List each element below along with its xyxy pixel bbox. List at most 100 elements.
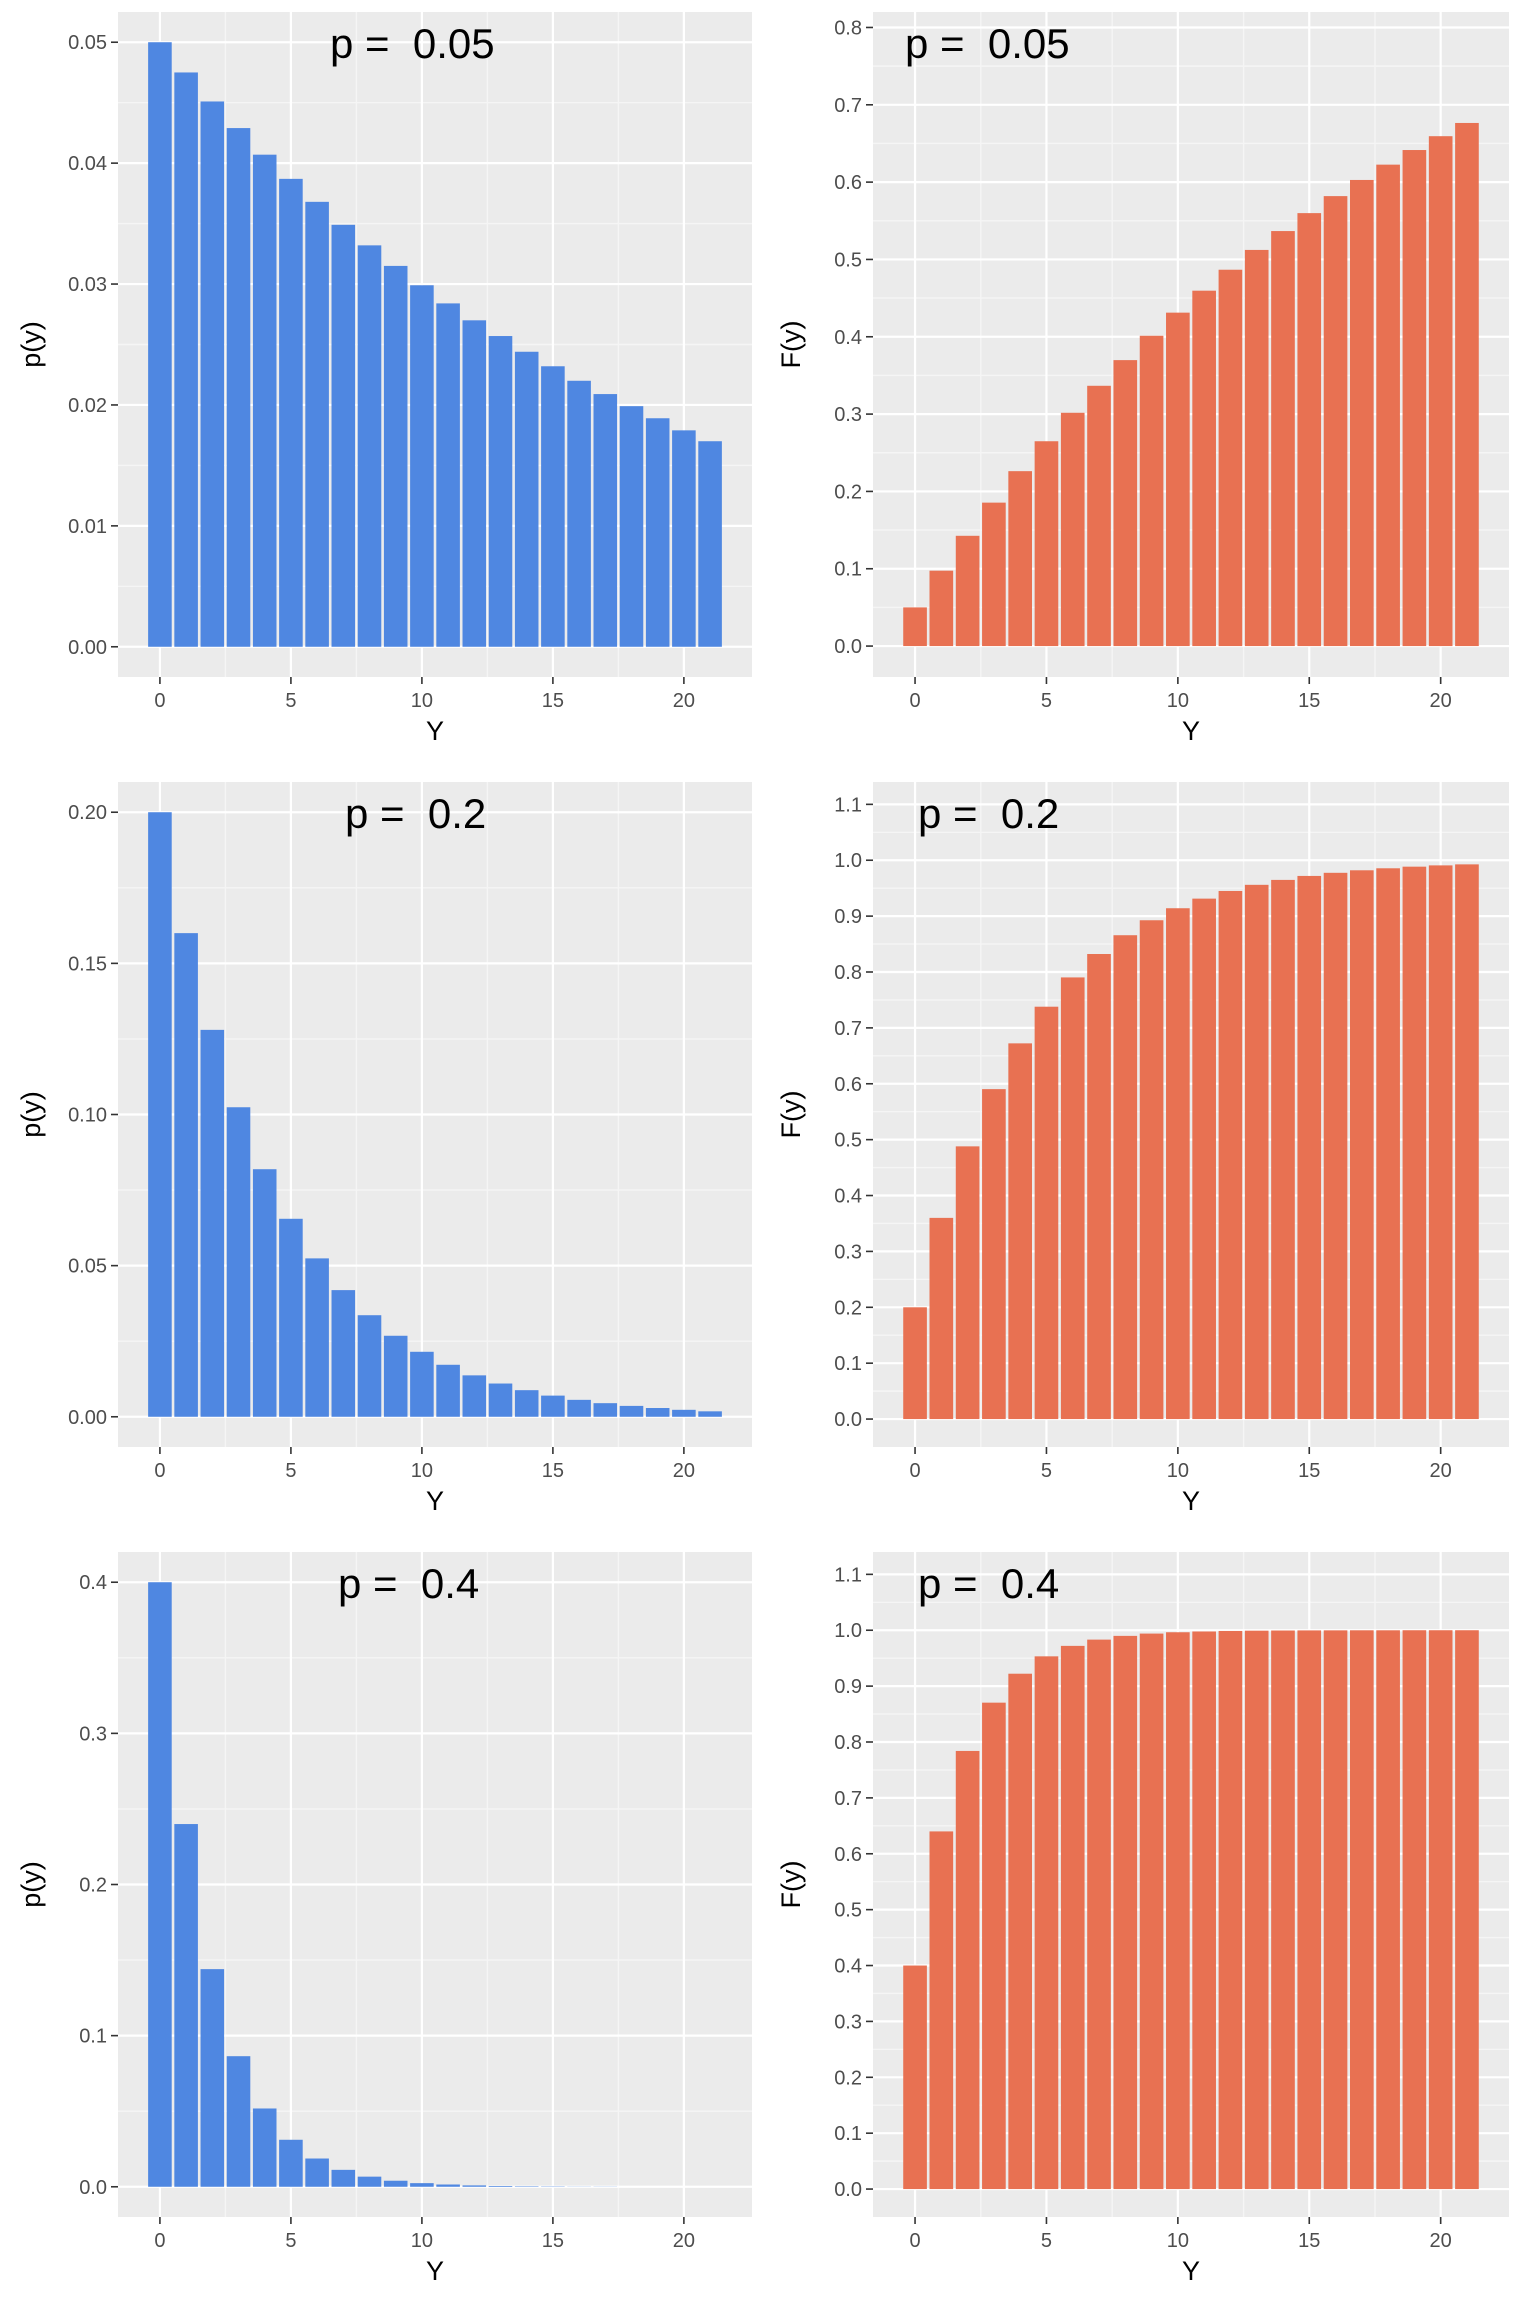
- bar-y-20: [672, 430, 696, 647]
- pmf-p005-chart: 0.00 0.01 0.02 0.03 0.04 0.05 0 5 10 15 20 Yp(y) p =…: [16, 12, 752, 746]
- bar-y-19: [645, 1408, 670, 1417]
- x-tick-label: 15: [542, 2230, 564, 2252]
- y-tick-label: 0.01: [68, 516, 107, 538]
- bar-y-14: [1271, 879, 1295, 1420]
- bar-y-6: [1060, 412, 1085, 647]
- bar-y-9: [383, 1335, 408, 1417]
- bar-y-2: [200, 1969, 225, 2187]
- x-tick-label: 10: [411, 1460, 433, 1482]
- x-axis-label: Y: [1182, 1486, 1200, 1516]
- bar-y-14: [514, 1390, 539, 1417]
- bar-y-18: [1376, 164, 1400, 647]
- bar-y-9: [1139, 920, 1164, 1420]
- bar-y-13: [1244, 249, 1269, 647]
- bar-y-13: [1244, 1630, 1269, 2190]
- x-tick-label: 15: [542, 690, 564, 712]
- bar-y-21: [698, 441, 722, 647]
- y-tick-label: 0.7: [834, 95, 862, 117]
- bar-y-11: [436, 2184, 460, 2187]
- bar-y-5: [279, 178, 303, 647]
- y-tick-label: 0.2: [834, 1297, 862, 1319]
- x-tick-label: 5: [1041, 1460, 1052, 1482]
- y-tick-label: 0.4: [834, 1186, 862, 1208]
- bar-y-0: [148, 812, 172, 1417]
- x-tick-label: 5: [1041, 2230, 1052, 2252]
- bar-y-21: [1455, 864, 1479, 1420]
- bar-y-19: [645, 418, 670, 647]
- y-axis-label: p(y): [16, 321, 46, 368]
- y-tick-label: 0.2: [834, 2067, 862, 2089]
- bar-y-12: [462, 320, 487, 647]
- y-tick-label: 1.1: [834, 1564, 862, 1586]
- bar-y-13: [488, 2186, 513, 2187]
- bar-y-11: [436, 303, 460, 647]
- x-tick-label: 20: [673, 2230, 695, 2252]
- bar-y-2: [955, 1146, 980, 1420]
- x-axis-label: Y: [426, 2256, 444, 2286]
- bar-y-16: [1323, 1630, 1348, 2190]
- bar-y-15: [1297, 1630, 1322, 2190]
- bar-y-0: [903, 1965, 927, 2190]
- y-tick-label: 0.5: [834, 1130, 862, 1152]
- y-tick-label: 0.0: [834, 2179, 862, 2201]
- bar-y-3: [226, 2056, 251, 2187]
- bar-y-12: [1218, 890, 1243, 1420]
- y-tick-label: 0.10: [68, 1105, 107, 1127]
- bar-y-10: [410, 2183, 434, 2187]
- bar-y-13: [488, 1383, 513, 1417]
- bar-y-3: [982, 1089, 1006, 1420]
- x-tick-label: 10: [1167, 690, 1189, 712]
- bar-y-0: [148, 1582, 172, 2187]
- bar-y-5: [279, 1218, 303, 1417]
- y-tick-label: 0.03: [68, 274, 107, 296]
- y-tick-label: 0.05: [68, 32, 107, 54]
- y-tick-label: 0.5: [834, 1900, 862, 1922]
- pmf-p02-chart: 0.00 0.05 0.10 0.15 0.20 0 5 10 15 20 Yp(y) p = 0.2: [16, 782, 752, 1516]
- x-tick-label: 0: [909, 1460, 920, 1482]
- bar-y-2: [955, 535, 980, 647]
- y-tick-label: 0.1: [79, 2026, 107, 2048]
- y-axis-label: F(y): [776, 321, 806, 369]
- bar-y-17: [1350, 870, 1374, 1420]
- y-tick-label: 0.3: [834, 2011, 862, 2033]
- x-axis-label: Y: [1182, 716, 1200, 746]
- bar-y-10: [410, 285, 434, 647]
- y-tick-label: 0.9: [834, 906, 862, 928]
- bar-y-0: [148, 42, 172, 647]
- bar-y-2: [200, 101, 225, 647]
- x-tick-label: 15: [1298, 1460, 1320, 1482]
- bar-y-21: [698, 1411, 722, 1417]
- bar-y-4: [1008, 1043, 1032, 1420]
- bar-y-1: [174, 1824, 198, 2187]
- bar-y-1: [929, 570, 954, 647]
- y-tick-label: 0.3: [834, 404, 862, 426]
- y-tick-label: 0.6: [834, 1074, 862, 1096]
- x-tick-label: 0: [154, 690, 165, 712]
- x-tick-label: 10: [1167, 2230, 1189, 2252]
- bar-y-20: [1428, 136, 1453, 647]
- bar-y-9: [1139, 1633, 1164, 2190]
- y-tick-label: 1.1: [834, 794, 862, 816]
- bar-y-12: [462, 1375, 487, 1417]
- bar-y-8: [1113, 1635, 1138, 2190]
- bar-y-16: [567, 380, 591, 647]
- bar-y-4: [1008, 1673, 1032, 2190]
- bar-y-11: [436, 1364, 460, 1417]
- bar-y-7: [331, 224, 356, 647]
- x-tick-label: 20: [1430, 690, 1452, 712]
- bar-y-16: [567, 1399, 591, 1417]
- y-tick-label: 0.7: [834, 1788, 862, 1810]
- y-axis-label: F(y): [776, 1091, 806, 1139]
- bar-y-4: [1008, 471, 1032, 647]
- bar-y-20: [672, 1409, 696, 1417]
- x-axis-label: Y: [1182, 2256, 1200, 2286]
- x-tick-label: 10: [411, 690, 433, 712]
- y-tick-label: 0.04: [68, 153, 107, 175]
- bar-y-16: [1323, 196, 1348, 647]
- y-tick-label: 1.0: [834, 850, 862, 872]
- bar-y-14: [1271, 231, 1295, 647]
- bar-y-11: [1192, 898, 1216, 1420]
- y-tick-label: 0.4: [834, 327, 862, 349]
- bar-y-1: [929, 1831, 954, 2190]
- bar-y-13: [1244, 884, 1269, 1420]
